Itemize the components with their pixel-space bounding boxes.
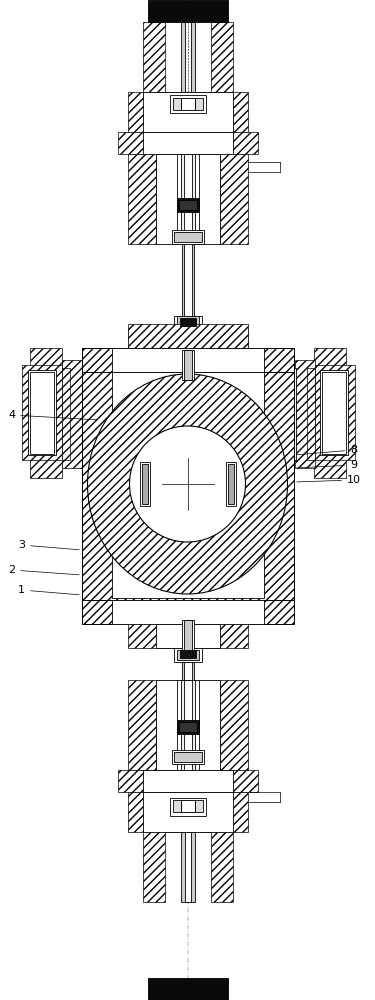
Text: 4: 4 [8, 410, 97, 420]
Bar [112, 600, 264, 624]
Bar [82, 600, 294, 624]
Bar [295, 360, 315, 468]
Bar [220, 154, 248, 244]
Bar [184, 680, 192, 770]
Bar [112, 370, 264, 598]
Bar [307, 368, 315, 460]
Bar [177, 650, 199, 660]
Bar [156, 624, 220, 648]
Bar [112, 348, 264, 372]
Bar [211, 22, 233, 92]
Bar [182, 350, 194, 380]
Bar [128, 154, 156, 244]
Ellipse shape [87, 374, 288, 594]
Bar [62, 360, 82, 468]
Bar [185, 22, 191, 92]
Bar [174, 648, 202, 662]
Bar [181, 800, 195, 812]
Bar [143, 770, 233, 792]
Bar [174, 316, 202, 328]
Bar [314, 348, 346, 478]
Bar [148, 978, 228, 1000]
Bar [174, 752, 202, 762]
Bar [128, 624, 248, 648]
Bar [170, 95, 206, 113]
Bar [177, 680, 199, 770]
Bar [142, 464, 148, 504]
Bar [179, 722, 197, 732]
Bar [228, 464, 234, 504]
Bar [143, 22, 165, 92]
Bar [182, 244, 194, 324]
Circle shape [129, 426, 246, 542]
Bar [182, 620, 194, 650]
Bar [184, 350, 192, 380]
Bar [181, 98, 195, 110]
Bar [174, 232, 202, 242]
Bar [128, 680, 156, 770]
Bar [211, 832, 233, 902]
Bar [177, 316, 199, 328]
Bar [22, 365, 62, 460]
Bar [184, 244, 192, 324]
Text: 10: 10 [297, 475, 361, 485]
Bar [28, 370, 56, 455]
Bar [184, 662, 192, 742]
Bar [170, 798, 206, 816]
Bar [177, 720, 199, 734]
Bar [320, 370, 348, 455]
Bar [184, 620, 192, 650]
Bar [282, 368, 296, 460]
Text: 2: 2 [8, 565, 79, 575]
Bar [182, 662, 194, 742]
Bar [128, 328, 248, 350]
Bar [143, 132, 233, 154]
Bar [181, 680, 195, 770]
Bar [180, 650, 196, 658]
Bar [220, 680, 248, 770]
Bar [184, 154, 192, 244]
Text: 1: 1 [18, 585, 79, 595]
Bar [181, 832, 195, 902]
Bar [173, 800, 203, 812]
Bar [173, 98, 203, 110]
Bar [148, 0, 228, 22]
Bar [172, 750, 204, 764]
Bar [181, 154, 195, 244]
Bar [128, 324, 248, 352]
Bar [179, 200, 197, 210]
Bar [143, 92, 233, 132]
Bar [62, 368, 70, 460]
Bar [140, 462, 150, 506]
Bar [315, 365, 355, 460]
Text: 3: 3 [18, 540, 79, 550]
Bar [177, 154, 199, 244]
Bar [181, 22, 195, 92]
Bar [118, 770, 258, 792]
Bar [322, 372, 346, 454]
Bar [30, 348, 62, 478]
Bar [82, 348, 294, 620]
Bar [128, 792, 248, 832]
Bar [177, 198, 199, 212]
Text: 8: 8 [297, 445, 357, 455]
Bar [156, 328, 220, 350]
Bar [143, 832, 165, 902]
Bar [143, 792, 233, 832]
Text: 9: 9 [297, 460, 357, 470]
Bar [82, 368, 94, 460]
Bar [185, 832, 191, 902]
Bar [180, 318, 196, 326]
Bar [82, 348, 294, 372]
Bar [156, 680, 220, 770]
Bar [226, 462, 236, 506]
Bar [118, 132, 258, 154]
Bar [156, 154, 220, 244]
Bar [128, 92, 248, 132]
Bar [172, 230, 204, 244]
Bar [30, 372, 54, 454]
